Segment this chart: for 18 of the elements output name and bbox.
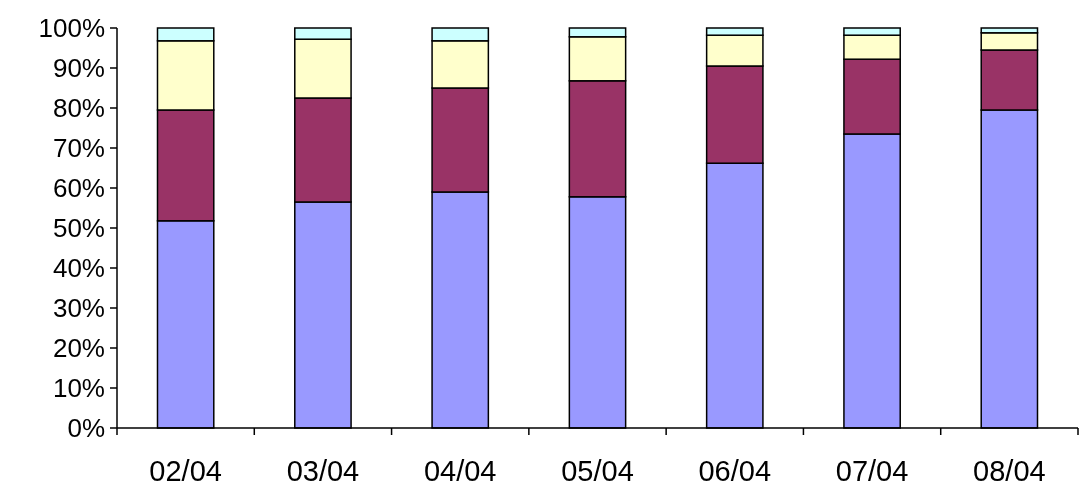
x-tick-label: 06/04 bbox=[698, 455, 772, 487]
x-tick-label: 07/04 bbox=[835, 455, 909, 487]
x-tick-label: 08/04 bbox=[973, 455, 1046, 487]
y-tick-label: 50% bbox=[52, 213, 105, 244]
x-tick-label: 03/04 bbox=[286, 455, 360, 487]
x-tick-label: 05/04 bbox=[561, 455, 634, 487]
y-tick-label: 10% bbox=[52, 373, 105, 404]
y-tick-label: 90% bbox=[52, 53, 105, 84]
y-tick-label: 20% bbox=[52, 333, 105, 364]
x-tick-label: 02/04 bbox=[149, 455, 222, 487]
y-tick-label: 70% bbox=[52, 133, 105, 164]
x-tick-label: 04/04 bbox=[423, 455, 497, 487]
y-tick-label: 30% bbox=[52, 293, 105, 324]
y-tick-label: 60% bbox=[52, 173, 105, 204]
y-tick-label: 100% bbox=[38, 13, 105, 44]
y-tick-label: 40% bbox=[52, 253, 105, 284]
y-tick-label: 0% bbox=[67, 413, 105, 444]
y-tick-label: 80% bbox=[52, 93, 105, 124]
